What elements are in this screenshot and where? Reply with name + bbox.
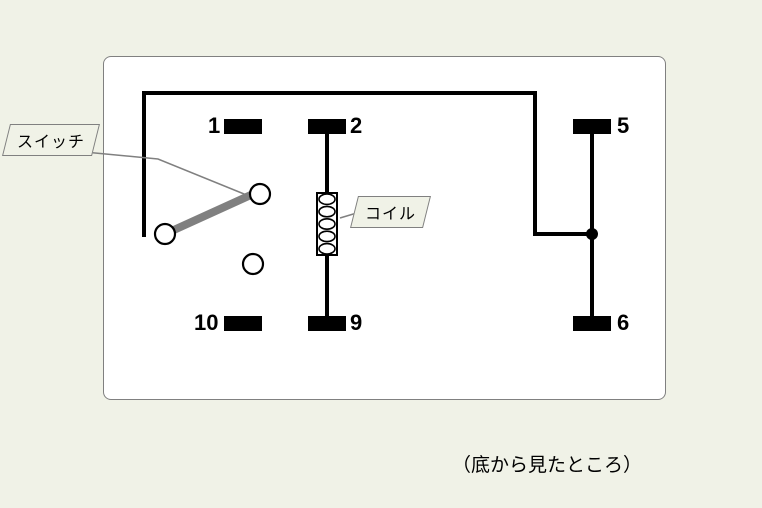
caption-text: （底から見たところ） [452, 450, 642, 477]
callout-switch: スイッチ [2, 124, 100, 156]
pin-label-5: 5 [617, 113, 629, 139]
pin-label-9: 9 [350, 310, 362, 336]
callout-coil-label: コイル [365, 200, 416, 224]
pin-label-2: 2 [350, 113, 362, 139]
pin-label-1: 1 [208, 113, 220, 139]
callout-coil: コイル [350, 196, 431, 228]
pin-label-6: 6 [617, 310, 629, 336]
callout-switch-label: スイッチ [17, 128, 85, 152]
pin-label-10: 10 [194, 310, 218, 336]
relay-panel [103, 56, 666, 400]
